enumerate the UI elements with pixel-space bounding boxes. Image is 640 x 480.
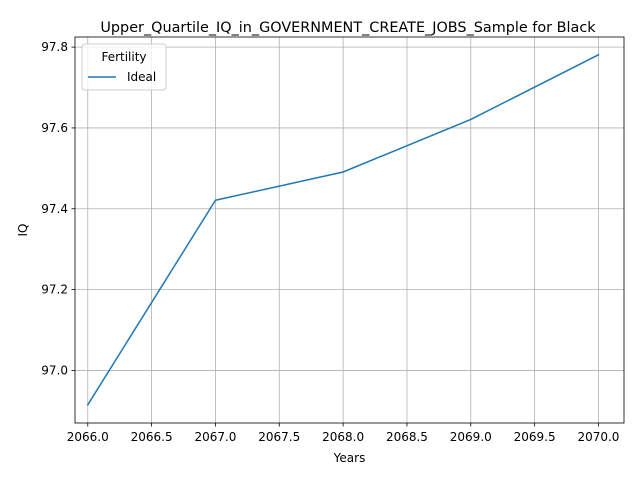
grid-layer <box>75 37 624 423</box>
ticks-layer: 2066.0 2066.5 2067.0 2067.5 2068.0 2068.5 2069… <box>41 40 619 444</box>
x-tick-label: 2069.0 <box>450 430 492 444</box>
y-tick-label: 97.6 <box>41 121 68 135</box>
x-tick-label: 2068.5 <box>386 430 428 444</box>
chart-title: Upper_Quartile_IQ_in_GOVERNMENT_CREATE_J… <box>100 20 596 36</box>
legend-title: Fertility <box>101 50 146 64</box>
y-tick-label: 97.0 <box>41 363 68 377</box>
y-tick-label: 97.4 <box>41 202 68 216</box>
legend: Fertility Ideal <box>81 43 167 91</box>
series-line-ideal <box>86 53 600 406</box>
x-tick-label: 2066.5 <box>131 430 173 444</box>
y-axis-label: IQ <box>16 224 30 237</box>
y-tick-label: 97.8 <box>41 40 68 54</box>
legend-box <box>81 43 167 91</box>
x-tick-label: 2067.5 <box>258 430 300 444</box>
x-tick-label: 2068.0 <box>322 430 364 444</box>
y-tick-label: 97.2 <box>41 283 68 297</box>
plot-frame <box>74 36 625 424</box>
x-tick-label: 2067.0 <box>194 430 236 444</box>
x-tick-label: 2070.0 <box>577 430 619 444</box>
x-tick-label: 2066.0 <box>67 430 109 444</box>
legend-label-ideal: Ideal <box>127 70 156 84</box>
x-tick-label: 2069.5 <box>514 430 556 444</box>
series-layer <box>86 53 600 406</box>
x-axis-label: Years <box>333 451 366 465</box>
